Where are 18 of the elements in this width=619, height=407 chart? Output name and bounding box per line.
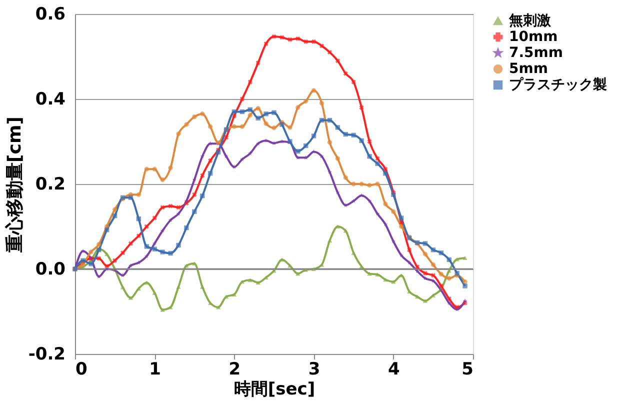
x-tick-label: 0 <box>76 360 88 380</box>
x-tick-label: 4 <box>388 360 400 380</box>
legend-label: 10mm <box>509 29 558 45</box>
y-tick-label: 0.2 <box>35 174 66 194</box>
legend-label: 無刺激 <box>508 13 552 29</box>
legend-label: プラスチック製 <box>509 76 607 93</box>
legend-label: 5mm <box>509 61 548 77</box>
x-tick-label: 5 <box>462 360 474 380</box>
x-axis-title: 時間[sec] <box>234 380 316 400</box>
legend-label: 7.5mm <box>509 45 563 61</box>
y-tick-label: -0.2 <box>28 344 66 364</box>
x-tick-label: 1 <box>149 360 162 380</box>
y-tick-label: 0.4 <box>35 90 66 110</box>
y-tick-label: 0.6 <box>35 4 66 24</box>
x-tick-label: 2 <box>228 360 241 380</box>
y-axis-title: 重心移動量[cm] <box>4 116 26 254</box>
y-tick-label: 0.0 <box>35 260 66 280</box>
x-tick-label: 3 <box>308 360 320 380</box>
